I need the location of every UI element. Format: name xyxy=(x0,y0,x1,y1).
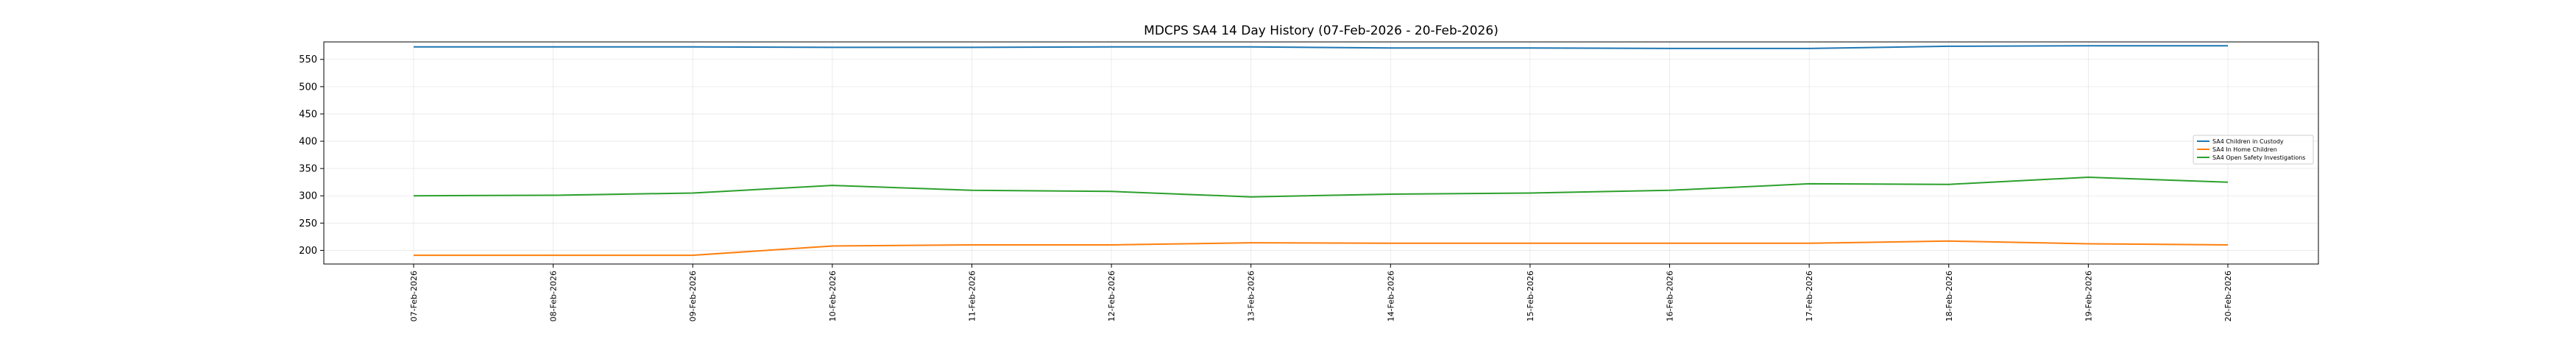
data-point xyxy=(1111,46,1112,48)
data-point xyxy=(832,185,833,186)
data-point xyxy=(2227,182,2229,183)
chart-title: MDCPS SA4 14 Day History (07-Feb-2026 - … xyxy=(1144,24,1498,38)
series-line-2 xyxy=(414,240,2229,257)
y-tick-label: 300 xyxy=(299,191,317,202)
data-point xyxy=(692,254,693,256)
data-point xyxy=(1808,48,1810,49)
data-point xyxy=(1250,46,1252,48)
data-point xyxy=(1529,243,1531,244)
data-point xyxy=(1529,193,1531,194)
x-tick-label: 13-Feb-2026 xyxy=(1247,271,1256,321)
data-point xyxy=(1948,240,1950,242)
data-point xyxy=(2227,45,2229,46)
x-tick-label: 19-Feb-2026 xyxy=(2084,271,2093,321)
data-point xyxy=(1669,48,1671,49)
data-point xyxy=(2087,45,2089,46)
legend-box xyxy=(2193,135,2314,165)
data-point xyxy=(832,246,833,247)
x-axis: 07-Feb-2026 08-Feb-2026 09-Feb-2026 10-Feb-… xyxy=(409,264,2233,321)
series-line-3 xyxy=(413,176,2229,198)
y-tick-label: 500 xyxy=(299,82,317,93)
y-tick-label: 200 xyxy=(299,246,317,257)
data-point xyxy=(1390,243,1391,244)
data-point xyxy=(971,244,972,246)
y-tick-label: 400 xyxy=(299,137,317,148)
legend-label: SA4 Children in Custody xyxy=(2212,138,2284,145)
data-point xyxy=(971,46,972,48)
data-point xyxy=(1529,47,1531,49)
data-point xyxy=(413,46,414,48)
grid xyxy=(324,42,2318,264)
data-point xyxy=(553,195,554,196)
x-tick-label: 10-Feb-2026 xyxy=(828,271,838,321)
data-point xyxy=(1250,242,1252,243)
data-point xyxy=(692,46,693,48)
data-point xyxy=(413,254,414,256)
data-point xyxy=(692,193,693,194)
data-point xyxy=(1669,243,1671,244)
data-point xyxy=(832,46,833,48)
data-point xyxy=(971,190,972,191)
y-axis: 200 250 300 350 400 450 500 550 xyxy=(299,54,324,257)
y-tick-label: 550 xyxy=(299,54,317,65)
x-tick-label: 15-Feb-2026 xyxy=(1526,271,1535,321)
data-point xyxy=(2087,176,2089,178)
data-point xyxy=(1948,184,1950,185)
data-point xyxy=(1669,190,1671,191)
data-point xyxy=(1808,183,1810,185)
x-tick-label: 07-Feb-2026 xyxy=(409,271,419,321)
y-tick-label: 450 xyxy=(299,109,317,120)
x-tick-label: 17-Feb-2026 xyxy=(1805,271,1814,321)
x-tick-label: 11-Feb-2026 xyxy=(967,271,977,321)
data-point xyxy=(1250,196,1252,198)
plot-frame xyxy=(323,41,2319,265)
data-point xyxy=(2087,243,2089,245)
data-point xyxy=(553,254,554,256)
data-point xyxy=(1808,243,1810,244)
data-point xyxy=(553,46,554,48)
y-tick-label: 350 xyxy=(299,164,317,175)
data-point xyxy=(1948,46,1950,47)
legend-label: SA4 Open Safety Investigations xyxy=(2212,154,2305,161)
data-point xyxy=(1390,47,1391,49)
series-lines xyxy=(413,45,2229,257)
x-tick-label: 12-Feb-2026 xyxy=(1107,271,1117,321)
data-point xyxy=(1111,190,1112,192)
x-tick-label: 18-Feb-2026 xyxy=(1945,271,1954,321)
data-point xyxy=(2227,244,2229,246)
x-tick-label: 08-Feb-2026 xyxy=(549,271,559,321)
x-tick-label: 09-Feb-2026 xyxy=(688,271,698,321)
x-tick-label: 16-Feb-2026 xyxy=(1666,271,1675,321)
x-tick-label: 20-Feb-2026 xyxy=(2223,271,2233,321)
series-line-1 xyxy=(414,45,2228,49)
data-point xyxy=(1111,244,1112,246)
y-tick-label: 250 xyxy=(299,218,317,229)
x-tick-label: 14-Feb-2026 xyxy=(1386,271,1395,321)
legend-label: SA4 In Home Children xyxy=(2212,146,2277,153)
data-point xyxy=(1390,193,1391,195)
data-point xyxy=(413,195,414,196)
